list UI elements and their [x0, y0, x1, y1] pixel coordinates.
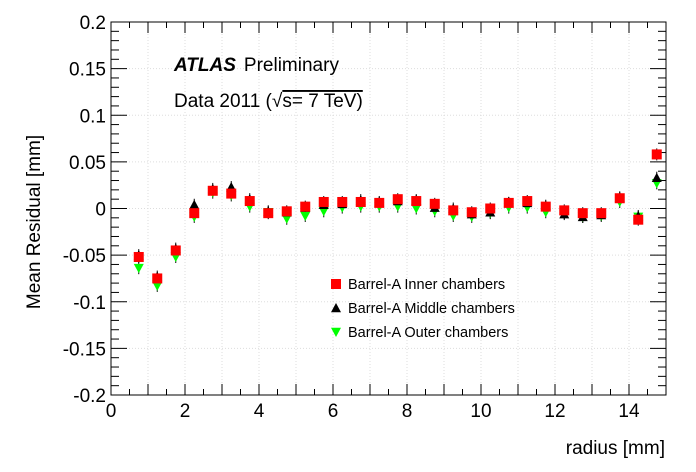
sqrt-symbol: √ — [272, 91, 283, 112]
legend-label: Barrel-A Middle chambers — [348, 301, 515, 317]
data-point-square — [337, 196, 348, 207]
dataset-prefix: Data 2011 ( — [174, 91, 273, 112]
y-tick-label: -0.05 — [63, 246, 106, 267]
y-tick-label: 0 — [95, 200, 106, 221]
x-tick-label: 12 — [544, 401, 565, 422]
data-point-square — [429, 198, 440, 209]
legend-marker-triangle-up — [331, 303, 341, 313]
x-tick-label: 14 — [618, 401, 640, 422]
data-point-square — [355, 196, 366, 207]
data-point-square — [374, 197, 385, 208]
data-point-triangle-down — [152, 281, 163, 291]
data-point-square — [207, 185, 218, 196]
data-point-square — [522, 196, 533, 207]
legend: Barrel-A Inner chambers Barrel-A Middle c… — [331, 277, 515, 341]
data-point-square — [189, 208, 200, 219]
data-point-square — [614, 193, 625, 204]
status-label: Preliminary — [244, 55, 340, 76]
x-tick-label: 10 — [470, 401, 491, 422]
x-tick-label: 6 — [328, 401, 339, 422]
data-points — [133, 149, 662, 291]
legend-marker-square — [331, 279, 341, 289]
experiment-name: ATLAS — [173, 55, 236, 76]
data-point-square — [170, 245, 181, 256]
data-point-square — [226, 188, 237, 199]
data-point-square — [244, 196, 255, 207]
x-tick-label: 0 — [106, 401, 117, 422]
y-tick-label: -0.1 — [73, 293, 106, 314]
data-point-triangle-up — [189, 199, 200, 210]
data-point-square — [559, 205, 570, 216]
dataset-suffix: s= 7 TeV) — [282, 91, 362, 112]
data-point-triangle-down — [318, 207, 329, 217]
data-point-square — [596, 208, 607, 219]
data-point-square — [540, 201, 551, 212]
data-point-square — [300, 201, 311, 212]
data-point-square — [577, 208, 588, 219]
data-point-square — [133, 251, 144, 262]
data-point-triangle-down — [281, 214, 292, 224]
y-tick-label: -0.15 — [63, 339, 106, 360]
tick-labels: 0 2 4 6 8 10 12 14 -0.2 -0.15 -0.1 -0.05 0 0.05 0.1 0.1… — [63, 13, 640, 422]
data-point-square — [411, 196, 422, 207]
legend-marker-triangle-down — [331, 327, 341, 337]
y-axis-title: Mean Residual [mm] — [24, 135, 45, 309]
y-tick-label: 0.05 — [69, 153, 106, 174]
legend-label: Barrel-A Inner chambers — [348, 277, 505, 293]
x-tick-label: 2 — [180, 401, 191, 422]
data-point-square — [152, 273, 163, 284]
data-point-square — [466, 207, 477, 218]
data-point-square — [651, 149, 662, 160]
data-point-triangle-down — [411, 204, 422, 214]
data-point-triangle-down — [133, 263, 144, 274]
y-tick-label: 0.15 — [69, 60, 106, 81]
data-point-square — [263, 208, 274, 219]
data-point-square — [485, 203, 496, 214]
legend-label: Barrel-A Outer chambers — [348, 325, 508, 341]
x-tick-label: 8 — [402, 401, 413, 422]
data-point-square — [503, 197, 514, 208]
data-point-square — [633, 214, 644, 225]
data-point-square — [392, 194, 403, 205]
y-tick-label: -0.2 — [73, 386, 106, 407]
data-point-square — [448, 205, 459, 216]
y-tick-label: 0.1 — [80, 106, 106, 127]
data-point-square — [281, 206, 292, 217]
atlas-label: ATLAS Preliminary — [173, 55, 339, 76]
dataset-label: Data 2011 (√s= 7 TeV) — [174, 91, 363, 112]
data-point-triangle-up — [651, 172, 662, 182]
data-point-triangle-down — [300, 211, 311, 221]
x-tick-label: 4 — [254, 401, 265, 422]
x-axis-title: radius [mm] — [566, 438, 665, 459]
data-point-square — [318, 196, 329, 207]
y-tick-label: 0.2 — [80, 13, 106, 34]
axis-ticks — [110, 21, 667, 396]
